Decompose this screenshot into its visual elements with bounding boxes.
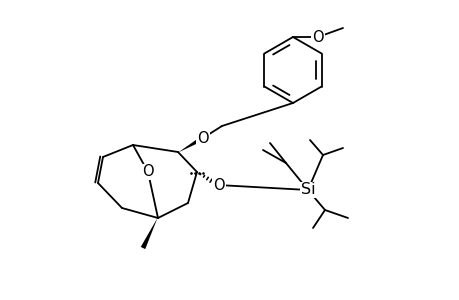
- Polygon shape: [178, 136, 204, 152]
- Text: O: O: [197, 130, 208, 146]
- Text: O: O: [142, 164, 153, 179]
- Polygon shape: [140, 218, 157, 249]
- Text: O: O: [213, 178, 224, 193]
- Text: Si: Si: [300, 182, 314, 197]
- Text: O: O: [312, 29, 323, 44]
